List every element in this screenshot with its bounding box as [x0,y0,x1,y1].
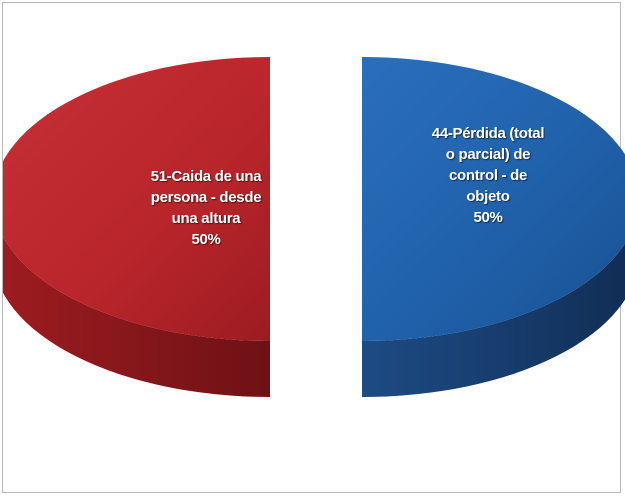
slice-label-line: control - de [448,167,528,184]
slice-label-line: 44-Pérdida (total [431,125,545,142]
pie-slice [362,57,625,397]
slice-percent: 50% [191,231,221,248]
slice-label-line: una altura [171,210,241,227]
pie-slice-side [362,243,625,397]
pie-slice-top [3,57,270,341]
pie-slice-side [3,236,270,397]
slice-label-line: o parcial) de [445,146,531,163]
slice-label-line: 51-Caida de una [150,168,262,185]
slice-label-perdida: 44-Pérdida (total o parcial) de control … [413,123,563,228]
slice-label-caida: 51-Caida de una persona - desde una altu… [131,166,281,250]
pie-chart [3,57,625,397]
pie-slice [3,57,270,397]
slice-label-line: objeto [466,188,510,205]
slice-label-line: persona - desde [150,189,262,206]
slice-percent: 50% [473,209,503,226]
pie-slice-top [362,57,625,341]
